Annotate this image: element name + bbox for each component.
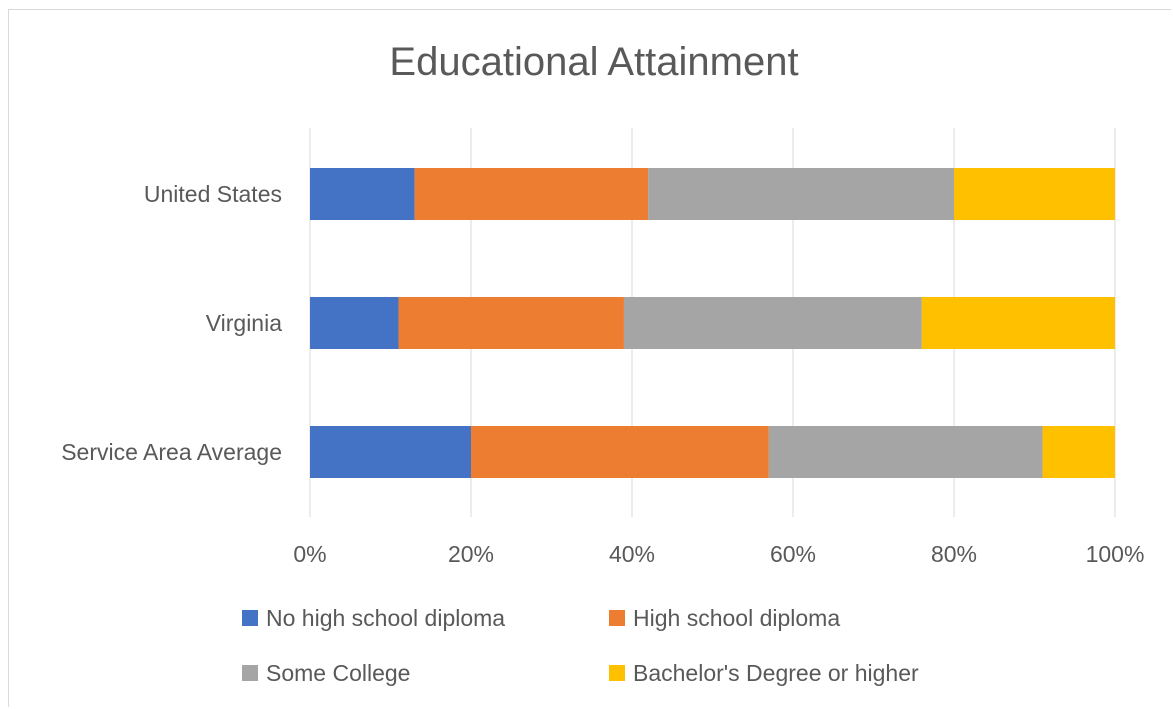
legend-swatch bbox=[609, 665, 625, 681]
legend-swatch bbox=[242, 665, 258, 681]
bar-segment bbox=[414, 168, 649, 220]
category-label: Service Area Average bbox=[61, 439, 282, 465]
x-tick-label: 40% bbox=[609, 541, 655, 567]
bar-segment bbox=[1042, 426, 1115, 478]
bar-segment bbox=[310, 426, 471, 478]
bar-segment bbox=[310, 168, 415, 220]
bar-segment bbox=[310, 297, 399, 349]
legend-swatch bbox=[609, 610, 625, 626]
legend-swatch bbox=[242, 610, 258, 626]
x-tick-label: 100% bbox=[1086, 541, 1145, 567]
bar-segment bbox=[398, 297, 624, 349]
bar-segment bbox=[768, 426, 1043, 478]
chart-title: Educational Attainment bbox=[389, 40, 799, 84]
legend-label: High school diploma bbox=[633, 605, 840, 631]
chart-frame bbox=[8, 9, 1171, 707]
bar-segment bbox=[623, 297, 922, 349]
x-tick-label: 20% bbox=[448, 541, 494, 567]
category-label: United States bbox=[144, 181, 282, 207]
legend-label: Some College bbox=[266, 660, 410, 686]
x-tick-label: 0% bbox=[293, 541, 326, 567]
x-tick-label: 80% bbox=[931, 541, 977, 567]
bar-segment bbox=[954, 168, 1115, 220]
legend-label: No high school diploma bbox=[266, 605, 505, 631]
bar-segment bbox=[648, 168, 954, 220]
category-label: Virginia bbox=[206, 310, 282, 336]
x-tick-label: 60% bbox=[770, 541, 816, 567]
bar-segment bbox=[921, 297, 1115, 349]
legend-label: Bachelor's Degree or higher bbox=[633, 660, 919, 686]
bar-segment bbox=[471, 426, 769, 478]
